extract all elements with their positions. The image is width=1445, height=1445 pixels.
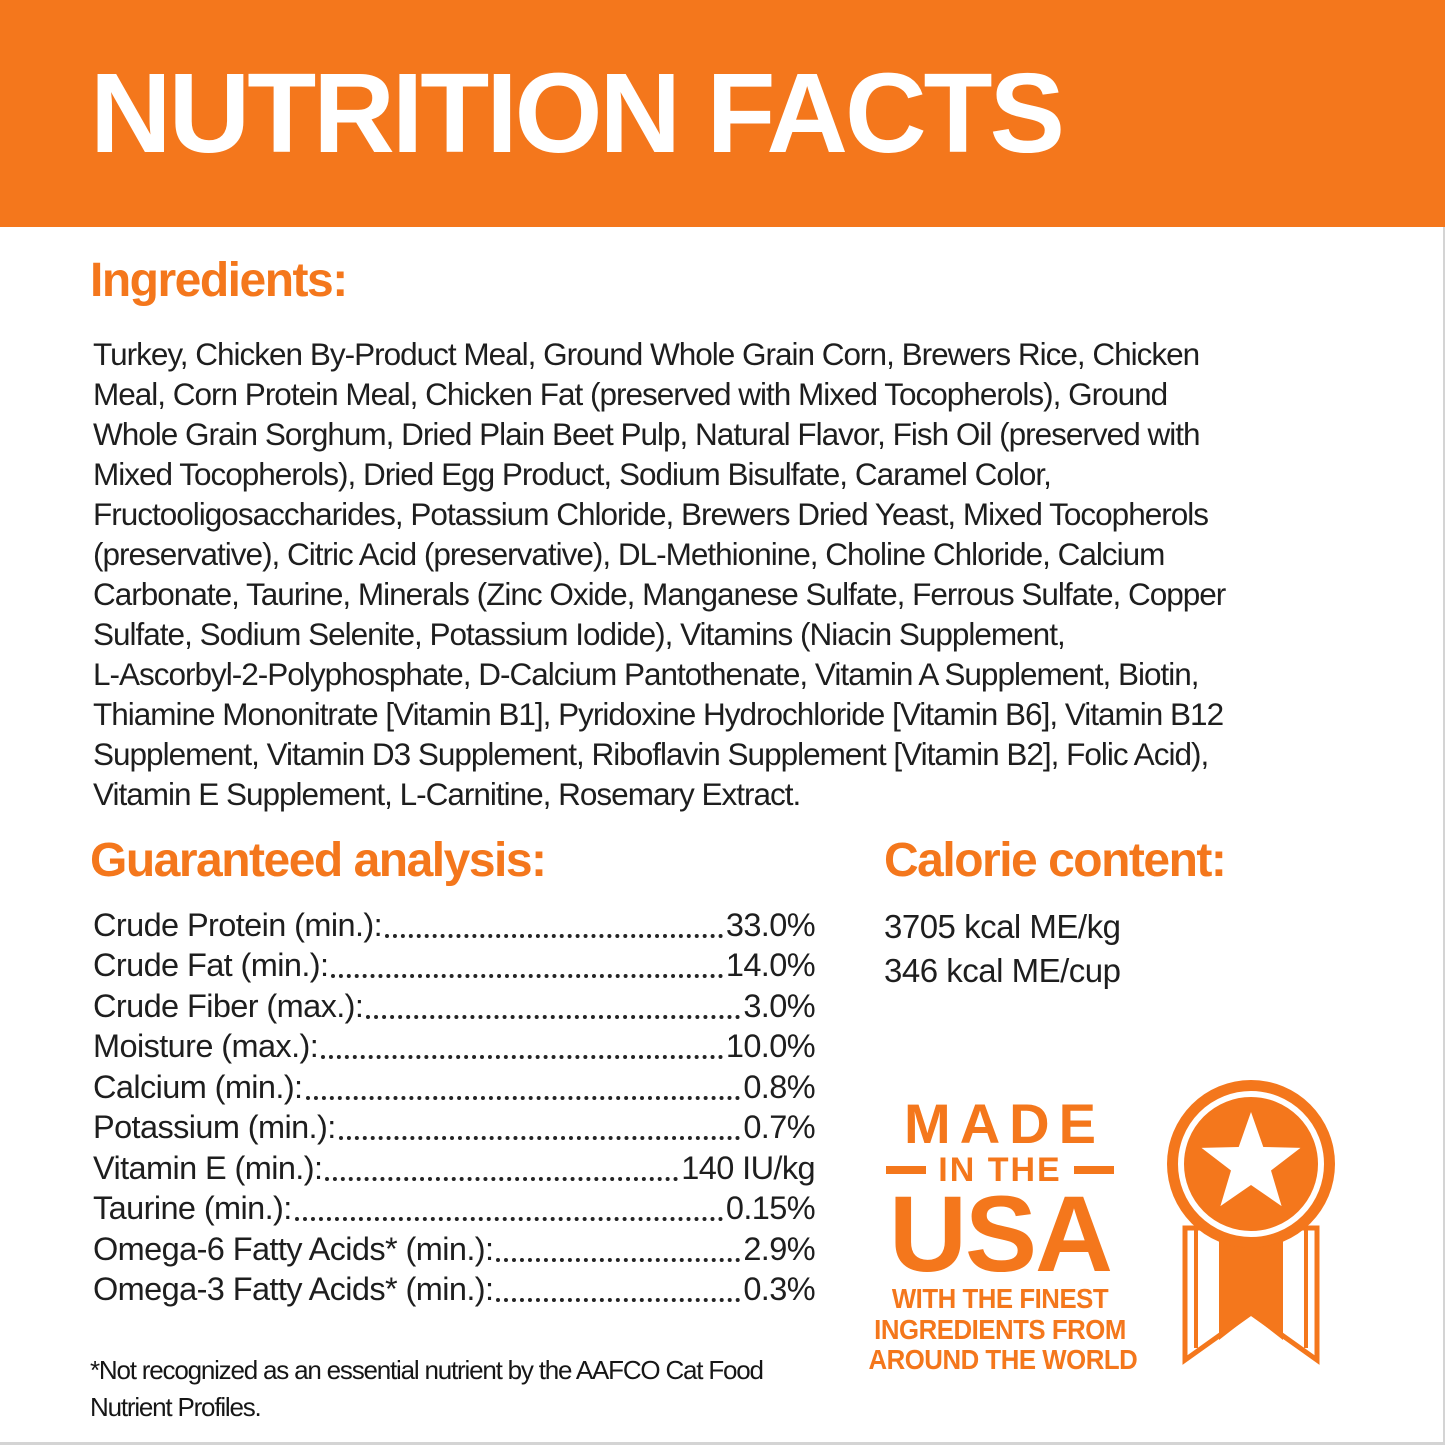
analysis-row: Vitamin E (min.): 140 IU/kg xyxy=(93,1146,816,1187)
ingredients-text: Turkey, Chicken By-Product Meal, Ground … xyxy=(93,334,1393,814)
analysis-label: Crude Protein (min.): xyxy=(93,906,383,943)
footnote-line: Nutrient Profiles. xyxy=(90,1392,262,1422)
analysis-value: 10.0% xyxy=(725,1028,816,1064)
ingredient-line: Thiamine Mononitrate [Vitamin B1], Pyrid… xyxy=(93,696,1224,732)
dotted-leader xyxy=(366,1014,741,1019)
analysis-row: Crude Fat (min.): 14.0% xyxy=(93,944,816,985)
analysis-row: Potassium (min.): 0.7% xyxy=(93,1106,816,1147)
tagline-line: AROUND THE WORLD xyxy=(868,1344,1138,1375)
ribbon-center-band xyxy=(1219,1228,1283,1340)
medal-inner-ring xyxy=(1178,1091,1324,1237)
analysis-value: 0.7% xyxy=(743,1109,815,1145)
ingredient-line: (preservative), Citric Acid (preservativ… xyxy=(93,536,1165,572)
made-in-usa-word-in-the: IN THE xyxy=(938,1150,1062,1189)
guaranteed-analysis-list: Crude Protein (min.): 33.0% Crude Fat (m… xyxy=(93,903,816,1309)
dotted-leader xyxy=(331,974,723,978)
calorie-content-heading: Calorie content: xyxy=(884,834,1227,887)
dotted-leader xyxy=(496,1298,741,1302)
analysis-label: Taurine (min.): xyxy=(93,1190,292,1226)
analysis-row: Omega-6 Fatty Acids* (min.): 2.9% xyxy=(93,1227,816,1268)
analysis-row: Calcium (min.): 0.8% xyxy=(93,1065,816,1106)
analysis-value: 0.15% xyxy=(725,1190,816,1226)
dotted-leader xyxy=(321,1055,723,1059)
footnote: *Not recognized as an essential nutrient… xyxy=(90,1352,764,1426)
ingredient-line: Carbonate, Taurine, Minerals (Zinc Oxide… xyxy=(93,576,1226,612)
dotted-leader xyxy=(294,1217,723,1221)
decorative-dash-right xyxy=(1073,1166,1114,1174)
analysis-label: Moisture (max.): xyxy=(93,1028,319,1064)
dotted-leader xyxy=(385,933,723,938)
dotted-leader xyxy=(325,1176,679,1181)
decorative-dash-left xyxy=(886,1166,927,1174)
analysis-label: Omega-3 Fatty Acids* (min.): xyxy=(93,1271,494,1307)
footnote-line: *Not recognized as an essential nutrient… xyxy=(90,1355,764,1385)
ingredients-heading: Ingredients: xyxy=(90,254,348,307)
tagline-line: INGREDIENTS FROM xyxy=(874,1313,1126,1345)
tagline-line: WITH THE FINEST xyxy=(891,1283,1109,1314)
analysis-row: Moisture (max.): 10.0% xyxy=(93,1025,816,1066)
calorie-line: 3705 kcal ME/kg xyxy=(884,908,1121,945)
analysis-value: 140 IU/kg xyxy=(681,1149,815,1186)
analysis-row: Crude Fiber (max.): 3.0% xyxy=(93,984,816,1025)
analysis-label: Crude Fat (min.): xyxy=(93,947,329,983)
page-title: NUTRITION FACTS xyxy=(90,50,1065,176)
analysis-label: Vitamin E (min.): xyxy=(93,1149,323,1186)
analysis-value: 0.8% xyxy=(743,1068,815,1105)
analysis-label: Omega-6 Fatty Acids* (min.): xyxy=(93,1230,494,1267)
analysis-value: 2.9% xyxy=(743,1230,815,1267)
guaranteed-analysis-heading: Guaranteed analysis: xyxy=(90,834,547,887)
ingredient-line: Fructooligosaccharides, Potassium Chlori… xyxy=(93,496,1209,532)
analysis-value: 0.3% xyxy=(743,1271,815,1307)
analysis-row: Omega-3 Fatty Acids* (min.): 0.3% xyxy=(93,1268,816,1309)
ingredient-line: Supplement, Vitamin D3 Supplement, Ribof… xyxy=(93,736,1209,772)
made-in-usa-tagline: WITH THE FINEST INGREDIENTS FROM AROUND … xyxy=(868,1283,1138,1376)
analysis-label: Calcium (min.): xyxy=(93,1068,303,1105)
calorie-line: 346 kcal ME/cup xyxy=(884,952,1121,989)
analysis-value: 3.0% xyxy=(743,987,815,1024)
award-ribbon-icon xyxy=(1167,1080,1335,1365)
ingredient-line: Turkey, Chicken By-Product Meal, Ground … xyxy=(93,336,1200,372)
analysis-label: Crude Fiber (max.): xyxy=(93,987,364,1024)
analysis-row: Crude Protein (min.): 33.0% xyxy=(93,903,816,944)
ingredient-line: Sulfate, Sodium Selenite, Potassium Iodi… xyxy=(93,616,1066,652)
ingredient-line: Mixed Tocopherols), Dried Egg Product, S… xyxy=(93,456,1052,492)
star-icon xyxy=(1201,1112,1301,1207)
made-in-usa-in-the-row: IN THE xyxy=(857,1150,1143,1190)
ingredient-line: Whole Grain Sorghum, Dried Plain Beet Pu… xyxy=(93,416,1200,452)
analysis-row: Taurine (min.): 0.15% xyxy=(93,1187,816,1228)
header-banner: NUTRITION FACTS xyxy=(0,0,1445,227)
dotted-leader xyxy=(496,1257,741,1262)
made-in-usa-word-usa: USA xyxy=(888,1173,1113,1294)
ingredient-line: L-Ascorbyl-2-Polyphosphate, D-Calcium Pa… xyxy=(93,656,1200,692)
ingredient-line: Meal, Corn Protein Meal, Chicken Fat (pr… xyxy=(93,376,1168,412)
dotted-leader xyxy=(305,1095,741,1100)
calorie-content-lines: 3705 kcal ME/kg 346 kcal ME/cup xyxy=(884,905,1121,993)
ingredient-line: Vitamin E Supplement, L-Carnitine, Rosem… xyxy=(93,776,801,812)
dotted-leader xyxy=(338,1136,741,1140)
made-in-usa-word-made: MADE xyxy=(904,1092,1105,1155)
analysis-label: Potassium (min.): xyxy=(93,1109,336,1145)
analysis-value: 33.0% xyxy=(725,906,816,943)
analysis-value: 14.0% xyxy=(725,947,816,983)
